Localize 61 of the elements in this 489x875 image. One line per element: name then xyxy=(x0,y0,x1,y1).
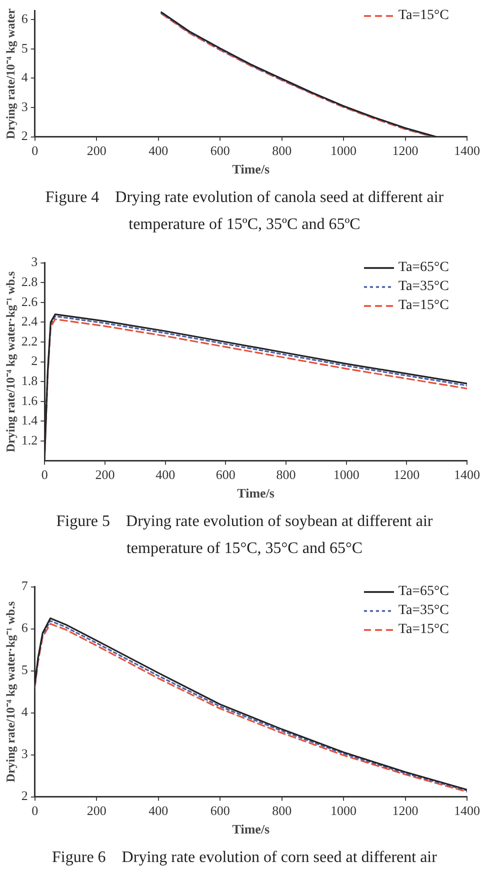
y-tick-label: 1.8 xyxy=(21,373,38,388)
x-tick-label: 600 xyxy=(210,803,230,818)
y-tick-label: 3 xyxy=(21,746,28,762)
x-tick-label: 800 xyxy=(272,803,292,818)
y-tick-label: 2.4 xyxy=(21,314,38,329)
y-tick-label: 4 xyxy=(21,704,28,720)
y-tick-label: 5 xyxy=(21,662,28,678)
x-tick-label: 400 xyxy=(148,803,168,818)
y-tick-label: 2.6 xyxy=(21,294,38,309)
x-tick-label: 1400 xyxy=(454,803,480,818)
x-axis-title: Time/s xyxy=(232,822,270,837)
legend-label: Ta=15°C xyxy=(398,298,449,314)
y-tick-label: 2 xyxy=(21,788,28,804)
y-tick-label: 3 xyxy=(31,254,38,270)
y-tick-label: 5 xyxy=(21,40,28,56)
x-tick-label: 600 xyxy=(210,143,230,158)
x-tick-label: 1000 xyxy=(330,803,357,818)
legend-label: Ta=35°C xyxy=(398,602,449,618)
y-tick-label: 6 xyxy=(21,620,28,636)
y-tick-label: 6 xyxy=(21,11,28,26)
x-tick-label: 0 xyxy=(41,467,48,482)
legend-label: Ta=65°C xyxy=(398,260,449,276)
x-tick-label: 1400 xyxy=(454,143,480,158)
y-tick-label: 1.4 xyxy=(21,412,38,428)
legend-label: Ta=15°C xyxy=(398,622,449,638)
x-tick-label: 800 xyxy=(276,467,296,482)
y-axis-title: Drying rate/10⁻⁴ kg water xyxy=(3,8,18,140)
y-tick-label: 3 xyxy=(21,98,28,114)
y-tick-label: 1.2 xyxy=(21,432,38,448)
x-tick-label: 800 xyxy=(272,143,292,158)
x-tick-label: 1200 xyxy=(394,467,420,482)
y-axis-title: Drying rate/10⁻⁴ kg water·kg⁻¹ wb.s xyxy=(3,271,18,452)
y-tick-label: 2.8 xyxy=(21,274,38,290)
x-tick-label: 400 xyxy=(156,467,176,482)
x-axis-title: Time/s xyxy=(237,486,274,501)
x-tick-label: 600 xyxy=(216,467,236,482)
x-tick-label: 0 xyxy=(32,803,38,818)
text: Figure 5 Drying rate evolution of soybean at different air temperature of 15°C, 35°C and 65°C xyxy=(55,512,434,559)
legend-label: Ta=15°C xyxy=(398,8,449,24)
y-tick-label: 2 xyxy=(31,353,38,368)
x-tick-label: 0 xyxy=(32,143,38,158)
y-tick-label: 1.6 xyxy=(21,392,38,408)
x-tick-label: 1400 xyxy=(454,467,480,482)
y-tick-label: 2.2 xyxy=(21,333,38,348)
x-tick-label: 200 xyxy=(86,143,106,158)
text: Figure 4 Drying rate evolution of canola seed at different air temperature of 15ºC, 35ºC and 65ºC xyxy=(44,188,445,235)
legend-label: Ta=65°C xyxy=(398,584,449,600)
y-axis-title: Drying rate/10⁻⁴ kg water·kg⁻¹ wb.s xyxy=(3,601,18,782)
x-tick-label: 1000 xyxy=(330,143,357,158)
y-tick-label: 4 xyxy=(21,70,28,85)
x-tick-label: 1200 xyxy=(392,803,418,818)
legend-label: Ta=35°C xyxy=(398,278,449,294)
x-axis-title: Time/s xyxy=(232,162,270,177)
x-tick-label: 200 xyxy=(95,467,115,482)
text: Figure 6 Drying rate evolution of corn seed at different air xyxy=(51,848,438,868)
y-tick-label: 2 xyxy=(21,128,28,144)
x-tick-label: 1200 xyxy=(392,143,418,158)
x-tick-label: 400 xyxy=(148,143,168,158)
x-tick-label: 200 xyxy=(86,803,106,818)
x-tick-label: 1000 xyxy=(333,467,360,482)
y-tick-label: 7 xyxy=(21,578,28,594)
